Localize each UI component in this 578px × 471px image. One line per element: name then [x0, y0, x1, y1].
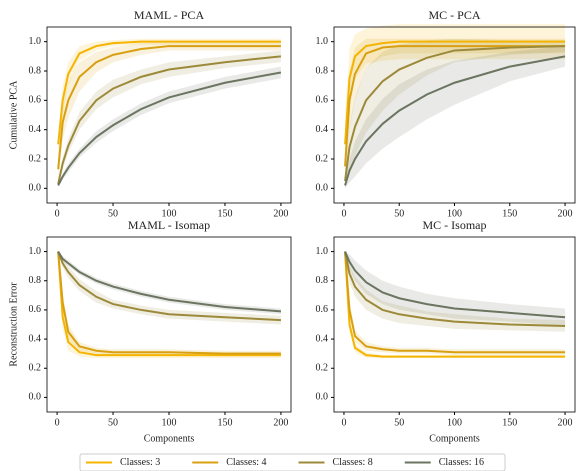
x-tick-label: 150 [502, 417, 517, 428]
series-line [344, 45, 566, 167]
y-tick-label: 0.0 [29, 392, 42, 403]
x-tick-label: 0 [55, 208, 60, 219]
x-tick-label: 150 [217, 208, 232, 219]
x-tick-label: 200 [558, 208, 573, 219]
axes-frame [333, 26, 576, 204]
error-band [58, 38, 281, 157]
x-tick-label: 50 [394, 208, 404, 219]
y-tick-label: 1.0 [316, 36, 329, 47]
y-tick-label: 0.6 [316, 304, 329, 315]
error-band [58, 251, 281, 325]
chart-title: MC - PCA [428, 8, 480, 22]
y-tick-label: 0.4 [29, 124, 42, 135]
x-tick-label: 50 [108, 208, 118, 219]
series-line [344, 40, 566, 145]
y-tick-label: 0.8 [29, 275, 42, 286]
error-band [58, 50, 281, 187]
y-tick-label: 0.2 [316, 363, 329, 374]
panel: 0.0 0.2 0.4 0.6 0.8 1.0 0 50 100 150 200 MAML - PCA… [8, 8, 292, 219]
x-tick-label: 100 [447, 417, 462, 428]
legend-label: Classes: 16 [439, 457, 484, 468]
legend-label: Classes: 8 [333, 457, 373, 468]
panel: 0.0 0.2 0.4 0.6 0.8 1.0 0 50 100 150 200 MC - Isoma… [316, 218, 576, 444]
error-band [58, 251, 281, 315]
series-line [57, 71, 282, 186]
axes-frame [333, 236, 576, 413]
chart-title: MAML - Isomap [128, 218, 210, 232]
y-tick-label: 0.2 [316, 153, 329, 164]
legend-box [79, 453, 506, 471]
error-band [345, 251, 566, 332]
series-line [344, 251, 566, 319]
y-axis-label: Cumulative PCA [8, 80, 19, 149]
series-line [344, 45, 566, 182]
series-line [57, 251, 281, 322]
x-tick-label: 50 [108, 417, 118, 428]
x-tick-label: 200 [273, 417, 288, 428]
y-tick-label: 0.8 [316, 275, 329, 286]
x-axis-label: Components [144, 433, 195, 444]
series-line [57, 45, 281, 170]
panel: 0.0 0.2 0.4 0.6 0.8 1.0 0 50 100 150 200 MC - PCA [316, 8, 576, 219]
y-tick-label: 0.8 [29, 65, 42, 76]
error-band [345, 24, 566, 174]
legend-label: Classes: 3 [120, 457, 160, 468]
y-tick-label: 0.4 [316, 124, 329, 135]
y-axis-label: Reconstruction Error [8, 282, 19, 367]
y-tick-label: 0.6 [316, 95, 329, 106]
series-line [57, 40, 281, 145]
series-line [57, 251, 281, 357]
y-tick-label: 0.4 [29, 333, 42, 344]
axes-frame [46, 26, 292, 204]
axes-frame [46, 236, 292, 413]
x-tick-label: 200 [273, 208, 288, 219]
x-tick-label: 150 [217, 417, 232, 428]
error-band [58, 251, 281, 357]
y-tick-label: 1.0 [29, 36, 42, 47]
chart-title: MAML - PCA [134, 8, 205, 22]
x-tick-label: 100 [447, 208, 462, 219]
x-tick-label: 0 [55, 417, 60, 428]
x-axis-label: Components [429, 433, 480, 444]
error-band [345, 251, 566, 326]
y-tick-label: 0.0 [316, 392, 329, 403]
series-line [57, 251, 282, 313]
error-band [345, 251, 566, 356]
y-tick-label: 0.2 [29, 153, 42, 164]
x-tick-label: 100 [162, 417, 177, 428]
error-band [58, 66, 281, 187]
series-line [57, 251, 281, 355]
x-tick-label: 0 [341, 417, 346, 428]
y-tick-label: 0.8 [316, 65, 329, 76]
panel: 0.0 0.2 0.4 0.6 0.8 1.0 0 50 100 150 200 MAML - Iso… [8, 218, 292, 444]
chart-title: MC - Isomap [423, 218, 487, 232]
x-tick-label: 0 [341, 208, 346, 219]
y-tick-label: 0.0 [316, 183, 329, 194]
x-tick-label: 100 [162, 208, 177, 219]
series-line [344, 251, 566, 354]
series-line [344, 251, 566, 327]
series-line [57, 55, 282, 185]
x-tick-label: 150 [502, 208, 517, 219]
y-tick-label: 0.6 [29, 304, 42, 315]
y-tick-label: 1.0 [316, 246, 329, 257]
y-tick-label: 0.2 [29, 363, 42, 374]
y-tick-label: 0.6 [29, 95, 42, 106]
y-tick-label: 0.0 [29, 183, 42, 194]
legend: Classes: 3 Classes: 4 Classes: 8 Classes: 1… [79, 453, 506, 471]
x-tick-label: 200 [558, 417, 573, 428]
x-tick-label: 50 [394, 417, 404, 428]
error-band [58, 251, 281, 359]
y-tick-label: 1.0 [29, 246, 42, 257]
y-tick-label: 0.4 [316, 333, 329, 344]
series-line [344, 55, 566, 186]
error-band [345, 38, 566, 189]
legend-label: Classes: 4 [226, 457, 266, 468]
series-line [344, 251, 566, 358]
